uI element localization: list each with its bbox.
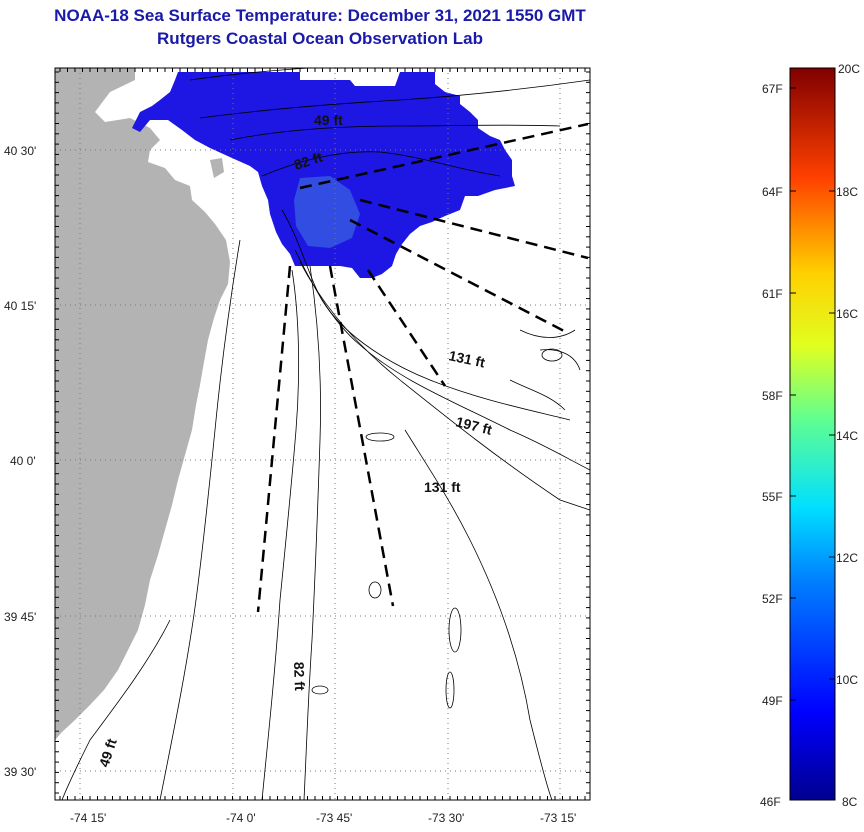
colorbar-gradient (789, 67, 836, 801)
colorbar-ticks (790, 87, 835, 701)
map-panel: 49 ft 82 ft 131 ft 197 ft 131 ft 82 ft 4… (55, 68, 590, 800)
lat-label: 40 30' (4, 144, 36, 158)
land-islands (140, 158, 224, 230)
colorbar-f-label: 46F (760, 795, 781, 809)
lon-label: -74 15' (70, 811, 106, 825)
map-title: NOAA-18 Sea Surface Temperature: Decembe… (54, 6, 586, 25)
colorbar-f-label: 64F (762, 185, 783, 199)
colorbar-f-label: 55F (762, 490, 783, 504)
map-subtitle: Rutgers Coastal Ocean Observation Lab (157, 29, 483, 48)
colorbar-f-label: 61F (762, 287, 783, 301)
latitude-labels: 40 30' 40 15' 40 0' 39 45' 39 30' (4, 144, 36, 779)
contour-label: 131 ft (424, 479, 461, 495)
colorbar-c-label: 10C (836, 673, 858, 687)
lat-label: 40 0' (10, 454, 36, 468)
land-mass (55, 68, 230, 740)
colorbar: 67F 64F 61F 58F 55F 52F 49F 46F 20C 18C … (760, 62, 860, 809)
colorbar-f-label: 49F (762, 694, 783, 708)
lat-label: 39 30' (4, 765, 36, 779)
lon-label: -73 45' (316, 811, 352, 825)
colorbar-f-label: 67F (762, 82, 783, 96)
graticule (55, 68, 590, 800)
colorbar-f-label: 58F (762, 389, 783, 403)
lon-label: -73 30' (428, 811, 464, 825)
sst-warm-core (294, 176, 360, 248)
contour-label: 82 ft (291, 662, 308, 692)
longitude-labels: -74 15' -74 0' -73 45' -73 30' -73 15' (70, 811, 576, 825)
colorbar-f-label: 52F (762, 592, 783, 606)
colorbar-c-label: 14C (836, 429, 858, 443)
map-ticks (55, 68, 590, 800)
lat-label: 40 15' (4, 299, 36, 313)
lon-label: -73 15' (540, 811, 576, 825)
lon-label: -74 0' (226, 811, 256, 825)
contour-label: 131 ft (447, 347, 486, 370)
lat-label: 39 45' (4, 610, 36, 624)
colorbar-c-label: 18C (836, 185, 858, 199)
bathymetry-contours (61, 68, 590, 800)
colorbar-c-label: 12C (836, 551, 858, 565)
colorbar-c-label: 16C (836, 307, 858, 321)
colorbar-c-label: 20C (838, 62, 860, 76)
colorbar-c-label: 8C (842, 795, 858, 809)
sst-coverage (132, 72, 515, 278)
transect-lines (256, 122, 589, 613)
contour-label: 49 ft (314, 112, 343, 128)
